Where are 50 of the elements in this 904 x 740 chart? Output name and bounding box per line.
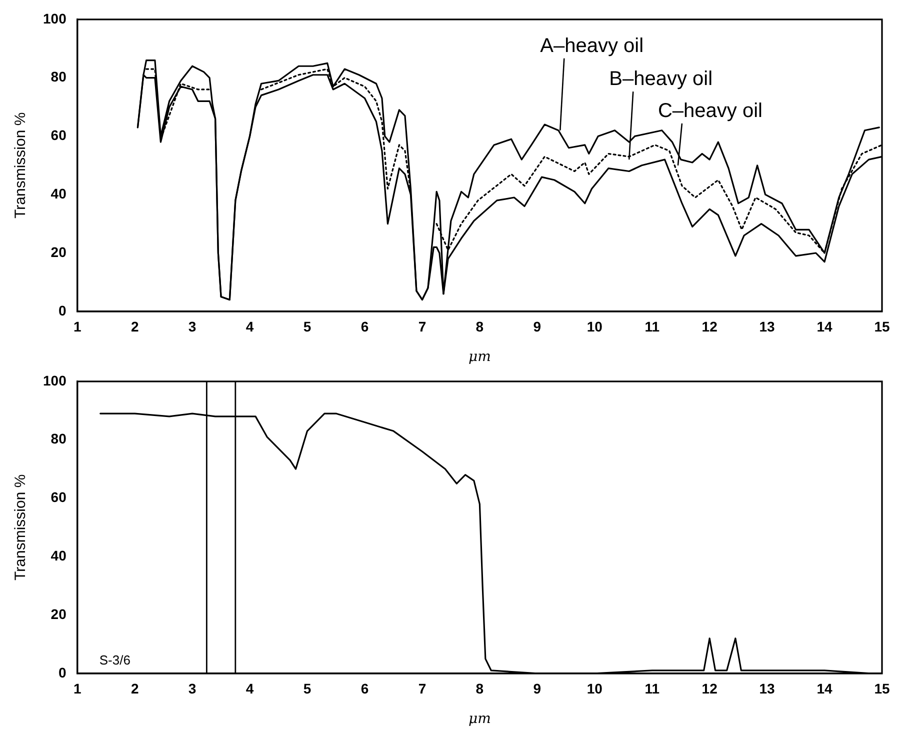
x-tick-label: 4 xyxy=(246,318,254,335)
x-tick-label: 1 xyxy=(73,680,82,697)
y-tick-label: 100 xyxy=(43,372,67,388)
x-tick-label: 5 xyxy=(303,318,312,335)
x-tick-label: 6 xyxy=(360,318,369,335)
x-tick-label: 5 xyxy=(303,680,312,697)
y-tick-label: 0 xyxy=(58,302,67,318)
y-tick-label: 20 xyxy=(50,244,67,260)
x-tick-label: 4 xyxy=(246,680,254,697)
x-tick-label: 13 xyxy=(759,680,776,697)
y-tick-label: 100 xyxy=(43,10,67,26)
x-tick-label: 12 xyxy=(702,318,718,335)
x-tick-label: 8 xyxy=(476,680,484,697)
y-tick-label: 40 xyxy=(50,547,67,564)
x-tick-label: 3 xyxy=(188,318,196,335)
x-tick-label: 11 xyxy=(644,318,660,335)
x-tick-label: 9 xyxy=(533,680,542,697)
y-axis-title: Transmission % xyxy=(12,474,30,580)
annotation: A–heavy oil xyxy=(540,34,644,57)
x-tick-label: 10 xyxy=(586,318,603,335)
annotation: S-3/6 xyxy=(99,652,130,668)
y-tick-label: 80 xyxy=(50,430,67,447)
x-tick-label: 6 xyxy=(360,680,369,697)
x-tick-label: 9 xyxy=(533,318,542,335)
annotation: B–heavy oil xyxy=(609,68,713,90)
x-tick-label: 2 xyxy=(130,680,139,697)
x-tick-label: 11 xyxy=(644,680,660,697)
x-tick-label: 1 xyxy=(73,318,82,335)
y-axis-title: Transmission % xyxy=(12,112,30,218)
x-tick-label: 8 xyxy=(476,318,484,335)
x-tick-label: 12 xyxy=(702,680,718,697)
x-tick-label: 10 xyxy=(586,680,603,697)
y-tick-label: 40 xyxy=(50,185,67,202)
x-tick-label: 13 xyxy=(759,318,776,335)
x-tick-label: 14 xyxy=(816,318,833,335)
y-tick-label: 60 xyxy=(50,489,67,506)
y-tick-label: 0 xyxy=(58,664,67,680)
annotation: C–heavy oil xyxy=(658,100,762,122)
y-tick-label: 20 xyxy=(50,606,67,622)
x-tick-label: 3 xyxy=(188,680,196,697)
y-tick-label: 80 xyxy=(50,68,67,85)
x-tick-label: 15 xyxy=(874,680,890,697)
x-tick-label: 15 xyxy=(874,318,890,335)
x-axis-title: μm xyxy=(468,349,491,366)
x-tick-label: 2 xyxy=(130,318,139,335)
x-tick-label: 14 xyxy=(816,680,833,697)
x-tick-label: 7 xyxy=(418,680,426,697)
y-tick-label: 60 xyxy=(50,127,67,144)
x-tick-label: 7 xyxy=(418,318,426,335)
x-axis-title: μm xyxy=(468,711,491,728)
